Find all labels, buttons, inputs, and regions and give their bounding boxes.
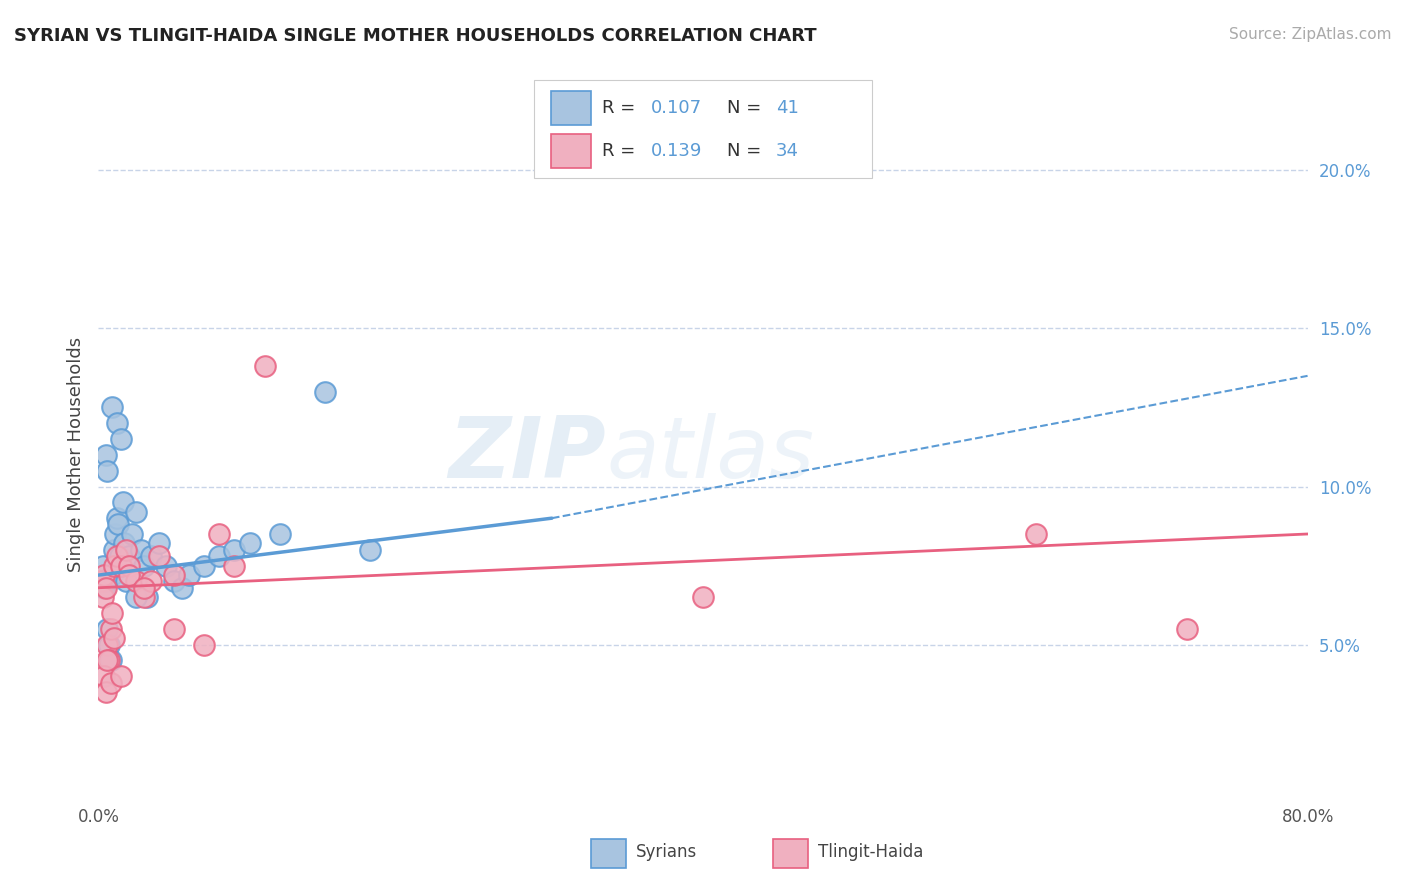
Point <box>170 581 193 595</box>
Point <box>110 558 132 573</box>
Text: N =: N = <box>727 99 766 117</box>
Point <box>107 517 129 532</box>
Point <box>118 568 141 582</box>
Point <box>105 511 128 525</box>
Point <box>193 558 215 573</box>
Point <box>105 549 128 563</box>
Point <box>96 464 118 478</box>
Point <box>94 574 117 589</box>
Point <box>100 622 122 636</box>
Point <box>125 591 148 605</box>
Point <box>103 558 125 573</box>
Point <box>135 591 157 605</box>
Point <box>118 558 141 573</box>
Point <box>132 591 155 605</box>
Point <box>112 536 135 550</box>
Point <box>96 653 118 667</box>
Point <box>98 638 121 652</box>
Point <box>269 527 291 541</box>
Point <box>93 581 115 595</box>
Text: Syrians: Syrians <box>636 843 697 861</box>
Point <box>148 549 170 563</box>
Point <box>193 638 215 652</box>
Point <box>163 574 186 589</box>
Point <box>224 542 246 557</box>
Point <box>103 542 125 557</box>
Point <box>101 568 124 582</box>
Point <box>110 558 132 573</box>
Point <box>93 669 115 683</box>
Text: 0.107: 0.107 <box>651 99 702 117</box>
Point <box>100 675 122 690</box>
Text: ZIP: ZIP <box>449 413 606 497</box>
Point <box>125 574 148 589</box>
Point <box>129 542 152 557</box>
Point <box>692 591 714 605</box>
Text: R =: R = <box>602 99 641 117</box>
Point <box>114 574 136 589</box>
Point <box>114 542 136 557</box>
Point <box>91 591 114 605</box>
Point <box>105 417 128 431</box>
Point <box>132 558 155 573</box>
Text: 0.139: 0.139 <box>651 142 703 160</box>
Point <box>101 606 124 620</box>
Point <box>1175 622 1198 636</box>
Point <box>103 632 125 646</box>
Point <box>224 558 246 573</box>
Point <box>111 495 134 509</box>
Point <box>208 549 231 563</box>
Point <box>94 685 117 699</box>
Point <box>148 536 170 550</box>
Text: SYRIAN VS TLINGIT-HAIDA SINGLE MOTHER HOUSEHOLDS CORRELATION CHART: SYRIAN VS TLINGIT-HAIDA SINGLE MOTHER HO… <box>14 27 817 45</box>
Point <box>94 448 117 462</box>
Point <box>239 536 262 550</box>
Point <box>104 527 127 541</box>
Point <box>208 527 231 541</box>
Point <box>163 622 186 636</box>
Text: atlas: atlas <box>606 413 814 497</box>
Point <box>125 505 148 519</box>
Point <box>132 581 155 595</box>
Point <box>155 558 177 573</box>
Point <box>314 384 336 399</box>
Point <box>163 568 186 582</box>
Point <box>91 558 114 573</box>
Point <box>96 622 118 636</box>
Point <box>141 549 163 563</box>
Point <box>121 527 143 541</box>
Text: R =: R = <box>602 142 641 160</box>
Point <box>101 401 124 415</box>
Y-axis label: Single Mother Households: Single Mother Households <box>66 337 84 573</box>
Point <box>93 568 115 582</box>
Text: Tlingit-Haida: Tlingit-Haida <box>818 843 924 861</box>
Point <box>108 549 131 563</box>
Point <box>141 574 163 589</box>
Point <box>1024 527 1046 541</box>
Point <box>110 432 132 446</box>
Text: 41: 41 <box>776 99 799 117</box>
Point <box>110 669 132 683</box>
Point <box>90 574 112 589</box>
Point <box>100 653 122 667</box>
Point <box>360 542 382 557</box>
Point <box>179 568 201 582</box>
Text: 34: 34 <box>776 142 799 160</box>
Point <box>94 581 117 595</box>
Point <box>253 359 276 374</box>
Text: Source: ZipAtlas.com: Source: ZipAtlas.com <box>1229 27 1392 42</box>
Text: N =: N = <box>727 142 766 160</box>
Point <box>98 653 121 667</box>
Point <box>96 638 118 652</box>
Point <box>118 549 141 563</box>
